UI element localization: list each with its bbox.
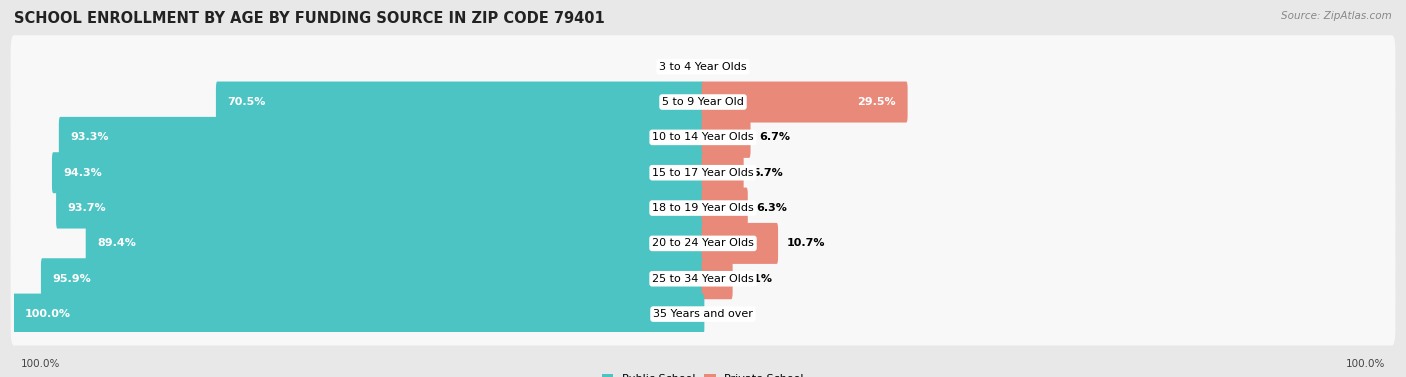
Text: 20 to 24 Year Olds: 20 to 24 Year Olds bbox=[652, 238, 754, 248]
FancyBboxPatch shape bbox=[56, 187, 704, 228]
FancyBboxPatch shape bbox=[217, 81, 704, 123]
Text: 93.7%: 93.7% bbox=[67, 203, 107, 213]
Text: 93.3%: 93.3% bbox=[70, 132, 110, 143]
Text: 94.3%: 94.3% bbox=[63, 168, 103, 178]
Text: 100.0%: 100.0% bbox=[21, 359, 60, 369]
FancyBboxPatch shape bbox=[11, 247, 1395, 310]
Text: 10 to 14 Year Olds: 10 to 14 Year Olds bbox=[652, 132, 754, 143]
FancyBboxPatch shape bbox=[702, 152, 744, 193]
Legend: Public School, Private School: Public School, Private School bbox=[598, 369, 808, 377]
Text: 0.0%: 0.0% bbox=[658, 62, 689, 72]
Text: 35 Years and over: 35 Years and over bbox=[652, 309, 754, 319]
FancyBboxPatch shape bbox=[11, 212, 1395, 275]
Text: 3 to 4 Year Olds: 3 to 4 Year Olds bbox=[659, 62, 747, 72]
Text: 100.0%: 100.0% bbox=[24, 309, 70, 319]
Text: 4.1%: 4.1% bbox=[741, 274, 772, 284]
FancyBboxPatch shape bbox=[11, 176, 1395, 239]
FancyBboxPatch shape bbox=[11, 283, 1395, 346]
Text: 6.7%: 6.7% bbox=[759, 132, 790, 143]
Text: SCHOOL ENROLLMENT BY AGE BY FUNDING SOURCE IN ZIP CODE 79401: SCHOOL ENROLLMENT BY AGE BY FUNDING SOUR… bbox=[14, 11, 605, 26]
FancyBboxPatch shape bbox=[41, 258, 704, 299]
FancyBboxPatch shape bbox=[702, 187, 748, 228]
Text: 18 to 19 Year Olds: 18 to 19 Year Olds bbox=[652, 203, 754, 213]
Text: Source: ZipAtlas.com: Source: ZipAtlas.com bbox=[1281, 11, 1392, 21]
Text: 5.7%: 5.7% bbox=[752, 168, 783, 178]
FancyBboxPatch shape bbox=[702, 258, 733, 299]
Text: 89.4%: 89.4% bbox=[97, 238, 136, 248]
Text: 0.0%: 0.0% bbox=[717, 309, 748, 319]
FancyBboxPatch shape bbox=[702, 117, 751, 158]
Text: 100.0%: 100.0% bbox=[1346, 359, 1385, 369]
FancyBboxPatch shape bbox=[702, 81, 908, 123]
FancyBboxPatch shape bbox=[702, 223, 778, 264]
FancyBboxPatch shape bbox=[11, 35, 1395, 98]
Text: 6.3%: 6.3% bbox=[756, 203, 787, 213]
FancyBboxPatch shape bbox=[13, 294, 704, 335]
Text: 25 to 34 Year Olds: 25 to 34 Year Olds bbox=[652, 274, 754, 284]
Text: 70.5%: 70.5% bbox=[228, 97, 266, 107]
Text: 5 to 9 Year Old: 5 to 9 Year Old bbox=[662, 97, 744, 107]
FancyBboxPatch shape bbox=[11, 70, 1395, 133]
FancyBboxPatch shape bbox=[59, 117, 704, 158]
Text: 10.7%: 10.7% bbox=[787, 238, 825, 248]
FancyBboxPatch shape bbox=[11, 141, 1395, 204]
Text: 15 to 17 Year Olds: 15 to 17 Year Olds bbox=[652, 168, 754, 178]
FancyBboxPatch shape bbox=[11, 106, 1395, 169]
FancyBboxPatch shape bbox=[52, 152, 704, 193]
Text: 0.0%: 0.0% bbox=[717, 62, 748, 72]
Text: 95.9%: 95.9% bbox=[52, 274, 91, 284]
FancyBboxPatch shape bbox=[86, 223, 704, 264]
Text: 29.5%: 29.5% bbox=[858, 97, 896, 107]
